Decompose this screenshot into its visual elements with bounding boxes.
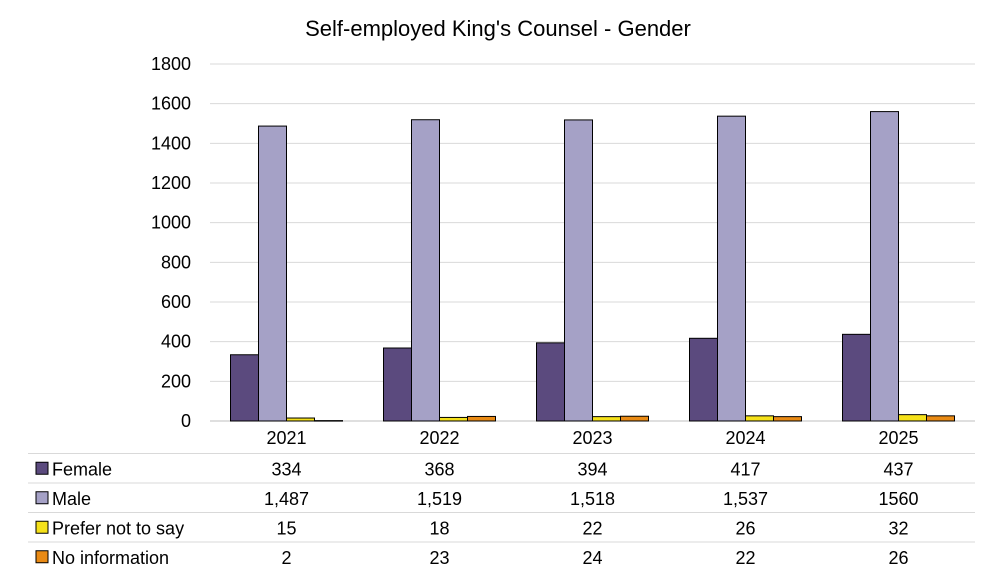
bar-prefer-not-to-say-2025 [898,414,927,422]
bars [230,111,955,422]
x-category-label: 2022 [419,428,459,448]
table-cell: 1,519 [417,489,462,509]
x-category-label: 2024 [725,428,765,448]
table-cell: 1,518 [570,489,615,509]
table-cell: 18 [429,518,449,538]
legend-label: Prefer not to say [52,518,184,538]
y-tick-label: 1800 [151,54,191,74]
bar-prefer-not-to-say-2024 [745,415,774,422]
y-axis-ticks: 0 200 400 600 800 1000 1200 1400 1600 1800 [151,54,191,431]
bar-no-information-2024 [773,416,802,422]
bar-male-2023 [564,119,593,422]
table-cell: 394 [577,459,607,479]
legend-swatch [35,520,49,534]
bar-male-2025 [870,111,899,422]
bar-no-information-2022 [467,415,496,422]
legend-label: Male [52,489,91,509]
bar-prefer-not-to-say-2022 [439,416,468,422]
bar-prefer-not-to-say-2023 [592,416,621,422]
y-tick-label: 1200 [151,173,191,193]
table-cell: 2 [281,548,291,568]
table-cell: 417 [730,459,760,479]
table-cell: 334 [271,459,301,479]
table-cell: 368 [424,459,454,479]
y-tick-label: 1600 [151,94,191,114]
y-tick-label: 600 [161,292,191,312]
legend-swatch [35,550,49,564]
bar-prefer-not-to-say-2021 [286,417,315,422]
bar-female-2023 [536,342,565,422]
y-tick-label: 800 [161,252,191,272]
x-category-label: 2025 [878,428,918,448]
table-cell: 1,487 [264,489,309,509]
bar-no-information-2021 [314,420,343,422]
y-tick-label: 1000 [151,213,191,233]
table-cell: 22 [735,548,755,568]
table-cell: 1,537 [723,489,768,509]
table-cell: 437 [883,459,913,479]
legend-label: Female [52,459,112,479]
table-cell: 23 [429,548,449,568]
bar-female-2021 [230,354,259,422]
legend-swatch [35,461,49,475]
bar-male-2021 [258,125,287,422]
bar-male-2024 [717,115,746,422]
table-cell: 24 [582,548,602,568]
bar-female-2025 [842,333,871,422]
x-category-label: 2021 [266,428,306,448]
table-cell: 26 [888,548,908,568]
bar-female-2022 [383,347,412,422]
bar-male-2022 [411,119,440,422]
y-tick-label: 400 [161,332,191,352]
y-tick-label: 200 [161,371,191,391]
bar-no-information-2023 [620,415,649,422]
data-table: 2021 2022 2023 2024 2025 Female 334 368 394 417 43… [28,428,975,568]
table-cell: 32 [888,518,908,538]
legend-swatch [35,491,49,505]
table-cell: 26 [735,518,755,538]
y-tick-label: 1400 [151,133,191,153]
bar-female-2024 [689,337,718,422]
chart-title: Self-employed King's Counsel - Gender [305,16,691,41]
legend-label: No information [52,548,169,568]
table-cell: 22 [582,518,602,538]
y-tick-label: 0 [181,411,191,431]
table-cell: 15 [276,518,296,538]
table-cell: 1560 [878,489,918,509]
x-category-label: 2023 [572,428,612,448]
bar-no-information-2025 [926,415,955,422]
